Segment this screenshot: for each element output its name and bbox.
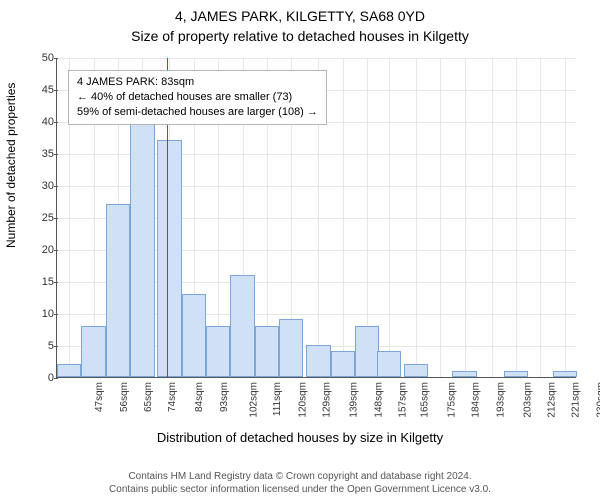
histogram-bar bbox=[255, 326, 279, 377]
histogram-bar bbox=[130, 121, 154, 377]
y-tick-label: 15 bbox=[36, 276, 54, 288]
x-tick-label: 148sqm bbox=[373, 382, 384, 418]
histogram-bar bbox=[57, 364, 81, 377]
gridline-v bbox=[492, 58, 493, 377]
y-tick-label: 25 bbox=[36, 212, 54, 224]
footer-line-1: Contains HM Land Registry data © Crown c… bbox=[0, 470, 600, 483]
page-title: 4, JAMES PARK, KILGETTY, SA68 0YD bbox=[0, 0, 600, 24]
x-tick-label: 157sqm bbox=[398, 382, 409, 418]
gridline-v bbox=[516, 58, 517, 377]
histogram-bar bbox=[106, 204, 130, 377]
gridline-v bbox=[440, 58, 441, 377]
footer-attribution: Contains HM Land Registry data © Crown c… bbox=[0, 470, 600, 496]
histogram-bar bbox=[157, 140, 181, 377]
gridline-h bbox=[57, 58, 576, 59]
histogram-bar bbox=[279, 319, 303, 377]
x-tick-label: 139sqm bbox=[349, 382, 360, 418]
histogram-bar bbox=[182, 294, 206, 377]
histogram-bar bbox=[206, 326, 230, 377]
x-tick-label: 175sqm bbox=[446, 382, 457, 418]
callout-box: 4 JAMES PARK: 83sqm ← 40% of detached ho… bbox=[68, 70, 327, 125]
x-tick-label: 93sqm bbox=[219, 382, 230, 412]
histogram-bar bbox=[553, 371, 577, 377]
x-tick-label: 230sqm bbox=[595, 382, 600, 418]
x-tick-label: 111sqm bbox=[272, 382, 283, 416]
x-tick-label: 221sqm bbox=[571, 382, 582, 418]
histogram-bar bbox=[230, 275, 254, 377]
x-tick-label: 184sqm bbox=[471, 382, 482, 418]
y-tick-label: 35 bbox=[36, 148, 54, 160]
x-tick-label: 120sqm bbox=[297, 382, 308, 418]
histogram-bar bbox=[331, 351, 355, 377]
chart-subtitle: Size of property relative to detached ho… bbox=[0, 24, 600, 48]
gridline-v bbox=[416, 58, 417, 377]
gridline-v bbox=[389, 58, 390, 377]
histogram-bar bbox=[504, 371, 528, 377]
y-tick-label: 10 bbox=[36, 308, 54, 320]
callout-line-3: 59% of semi-detached houses are larger (… bbox=[77, 105, 318, 120]
x-tick-label: 102sqm bbox=[249, 382, 260, 418]
gridline-v bbox=[465, 58, 466, 377]
y-tick-label: 45 bbox=[36, 84, 54, 96]
x-tick-label: 165sqm bbox=[419, 382, 430, 418]
y-tick-label: 40 bbox=[36, 116, 54, 128]
histogram-bar bbox=[377, 351, 401, 377]
histogram-bar bbox=[81, 326, 105, 377]
x-tick-label: 193sqm bbox=[495, 382, 506, 418]
x-tick-label: 74sqm bbox=[167, 382, 178, 412]
histogram-bar bbox=[404, 364, 428, 377]
callout-line-2: ← 40% of detached houses are smaller (73… bbox=[77, 90, 318, 105]
y-tick-label: 30 bbox=[36, 180, 54, 192]
x-axis-label: Distribution of detached houses by size … bbox=[0, 428, 600, 445]
x-tick-label: 84sqm bbox=[194, 382, 205, 412]
histogram-bar bbox=[452, 371, 476, 377]
gridline-v bbox=[343, 58, 344, 377]
y-axis-label: Number of detached properties bbox=[4, 83, 18, 248]
y-tick-label: 50 bbox=[36, 52, 54, 64]
x-tick-label: 129sqm bbox=[322, 382, 333, 418]
x-tick-label: 56sqm bbox=[119, 382, 130, 412]
histogram-bar bbox=[306, 345, 330, 377]
callout-line-1: 4 JAMES PARK: 83sqm bbox=[77, 75, 318, 90]
y-tick-label: 0 bbox=[36, 372, 54, 384]
y-tick-label: 5 bbox=[36, 340, 54, 352]
y-tick-label: 20 bbox=[36, 244, 54, 256]
chart-container: Number of detached properties 4 JAMES PA… bbox=[0, 48, 600, 428]
gridline-v bbox=[540, 58, 541, 377]
gridline-v bbox=[565, 58, 566, 377]
x-tick-label: 203sqm bbox=[522, 382, 533, 418]
x-tick-label: 212sqm bbox=[547, 382, 558, 418]
x-tick-label: 65sqm bbox=[143, 382, 154, 412]
footer-line-2: Contains public sector information licen… bbox=[0, 483, 600, 496]
x-tick-label: 47sqm bbox=[94, 382, 105, 412]
